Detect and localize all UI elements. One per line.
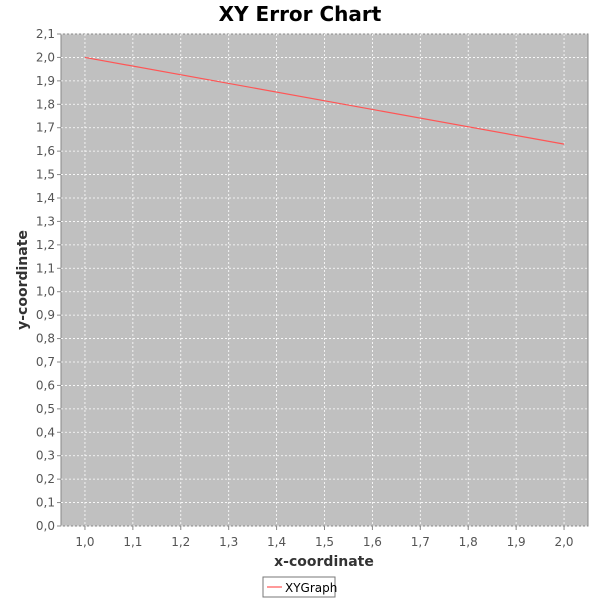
x-tick-label: 1,2	[171, 535, 190, 549]
series-layer	[84, 56, 565, 145]
legend-label: XYGraph	[285, 581, 337, 595]
y-tick-label: 1,8	[36, 97, 55, 111]
y-axis-label: y-coordinate	[15, 230, 31, 330]
legend: XYGraph	[262, 576, 337, 598]
x-tick-label: 1,6	[363, 535, 382, 549]
x-tick-label: 1,1	[123, 535, 142, 549]
x-tick-label: 1,5	[315, 535, 334, 549]
x-tick-label: 1,4	[267, 535, 286, 549]
x-axis: 1,0 1,1 1,2 1,3 1,4 1,5 1,6 1,7 1,8 1,9 2,0	[75, 526, 574, 549]
y-tick-label: 0,8	[36, 332, 55, 346]
x-tick-label: 2,0	[554, 535, 573, 549]
x-tick-label: 1,9	[507, 535, 526, 549]
x-tick-label: 1,3	[219, 535, 238, 549]
x-axis-label: x-coordinate	[274, 554, 374, 570]
y-tick-label: 1,5	[36, 168, 55, 182]
grid-lines	[61, 33, 588, 527]
y-tick-label: 0,1	[36, 496, 55, 510]
y-tick-label: 1,2	[36, 238, 55, 252]
y-tick-label: 1,4	[36, 191, 55, 205]
chart-title: XY Error Chart	[219, 2, 382, 26]
y-tick-label: 1,3	[36, 214, 55, 228]
y-tick-label: 0,3	[36, 449, 55, 463]
y-tick-label: 0,2	[36, 472, 55, 486]
series-line-xygraph	[84, 56, 565, 145]
y-tick-label: 0,9	[36, 308, 55, 322]
x-tick-label: 1,0	[75, 535, 94, 549]
y-tick-label: 1,6	[36, 144, 55, 158]
y-tick-label: 0,6	[36, 378, 55, 392]
y-tick-label: 0,7	[36, 355, 55, 369]
y-tick-label: 1,7	[36, 121, 55, 135]
y-axis: 0,0 0,1 0,2 0,3 0,4 0,5 0,6 0,7 0,8 0,9 1,0 1,1 1,2 1…	[36, 27, 61, 533]
legend-box	[262, 576, 336, 598]
y-tick-label: 2,0	[36, 50, 55, 64]
y-tick-label: 1,1	[36, 261, 55, 275]
y-tick-label: 1,9	[36, 74, 55, 88]
x-tick-label: 1,7	[411, 535, 430, 549]
x-tick-label: 1,8	[459, 535, 478, 549]
y-tick-label: 2,1	[36, 27, 55, 41]
y-tick-label: 0,4	[36, 425, 55, 439]
y-tick-label: 0,0	[36, 519, 55, 533]
y-tick-label: 0,5	[36, 402, 55, 416]
y-tick-label: 1,0	[36, 285, 55, 299]
